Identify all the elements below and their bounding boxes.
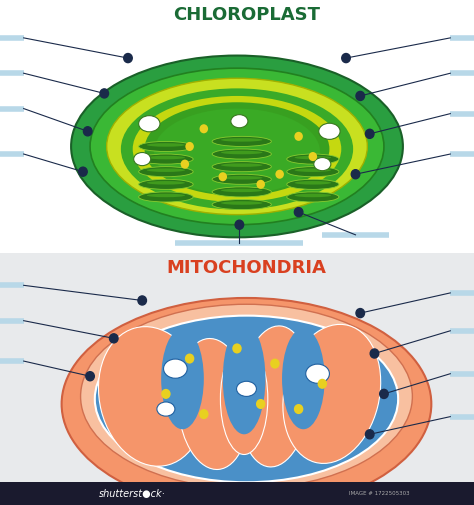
Circle shape [351,170,360,179]
Ellipse shape [139,167,193,177]
Circle shape [309,152,317,161]
Ellipse shape [294,156,331,160]
Ellipse shape [287,192,339,202]
Circle shape [365,430,374,439]
Ellipse shape [294,181,331,184]
Text: IMAGE # 1722505303: IMAGE # 1722505303 [349,491,410,496]
Circle shape [83,127,92,136]
Circle shape [380,389,388,398]
Ellipse shape [287,179,339,189]
Ellipse shape [287,167,339,177]
Ellipse shape [147,156,185,160]
Circle shape [256,180,265,189]
Ellipse shape [133,96,341,202]
Ellipse shape [306,364,329,383]
Ellipse shape [154,109,320,194]
Ellipse shape [145,102,329,195]
Circle shape [109,334,118,343]
Ellipse shape [95,316,398,482]
Circle shape [356,91,365,100]
Ellipse shape [294,194,331,197]
Circle shape [185,142,194,151]
Ellipse shape [139,154,193,164]
Ellipse shape [221,150,263,155]
Ellipse shape [147,181,185,184]
Ellipse shape [237,381,256,396]
Circle shape [124,54,132,63]
Circle shape [181,160,189,169]
Ellipse shape [283,324,381,464]
Ellipse shape [138,116,160,132]
Ellipse shape [287,154,339,164]
Ellipse shape [231,115,248,128]
Circle shape [235,220,244,229]
Ellipse shape [139,141,193,152]
Ellipse shape [220,343,268,454]
Ellipse shape [121,88,353,210]
Ellipse shape [221,176,263,179]
Circle shape [256,399,265,409]
Ellipse shape [212,174,271,184]
Ellipse shape [62,298,431,505]
Ellipse shape [147,194,185,197]
FancyBboxPatch shape [0,482,474,505]
Ellipse shape [139,192,193,202]
Ellipse shape [157,402,175,416]
Circle shape [294,132,303,141]
Circle shape [370,349,379,358]
Circle shape [219,172,227,181]
Ellipse shape [282,328,325,429]
Ellipse shape [147,143,185,146]
Ellipse shape [221,164,263,167]
Ellipse shape [212,199,271,210]
Ellipse shape [221,138,263,141]
Circle shape [232,343,242,354]
Ellipse shape [294,169,331,172]
Ellipse shape [212,136,271,146]
Ellipse shape [90,68,384,225]
Ellipse shape [71,56,403,237]
Ellipse shape [147,169,185,172]
Ellipse shape [177,338,249,470]
Text: MITOCHONDRIA: MITOCHONDRIA [166,259,327,277]
FancyBboxPatch shape [0,252,474,505]
Ellipse shape [221,189,263,192]
Circle shape [275,170,284,179]
Ellipse shape [314,158,331,171]
Text: shutterst●ck·: shutterst●ck· [100,489,166,499]
Circle shape [200,124,208,133]
Circle shape [199,409,209,419]
Ellipse shape [212,149,271,159]
Ellipse shape [223,323,265,434]
Ellipse shape [161,328,204,429]
Circle shape [79,167,87,176]
Circle shape [294,208,303,217]
Circle shape [342,54,350,63]
Ellipse shape [107,78,367,215]
Ellipse shape [81,304,412,489]
Circle shape [86,372,94,381]
Ellipse shape [164,359,187,378]
Ellipse shape [212,187,271,197]
Ellipse shape [139,179,193,189]
FancyBboxPatch shape [0,0,474,252]
Circle shape [356,309,365,318]
Circle shape [138,296,146,305]
Circle shape [270,359,280,369]
Circle shape [185,354,194,364]
Ellipse shape [221,201,263,205]
Ellipse shape [99,327,205,466]
Circle shape [318,379,327,389]
Circle shape [294,404,303,414]
Circle shape [161,389,171,399]
Text: CHLOROPLAST: CHLOROPLAST [173,6,320,24]
Circle shape [365,129,374,138]
Circle shape [100,89,109,98]
Ellipse shape [319,123,340,139]
Ellipse shape [134,153,151,166]
Ellipse shape [212,162,271,172]
Ellipse shape [239,326,311,467]
